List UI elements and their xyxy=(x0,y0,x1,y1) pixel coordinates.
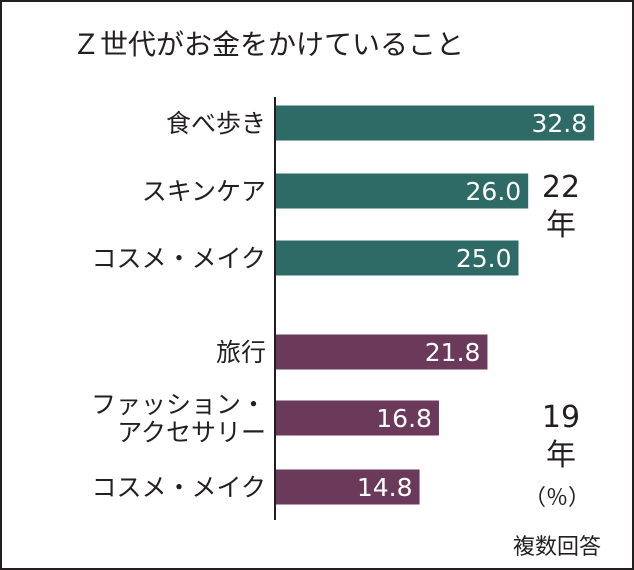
bar-value-label: 32.8 xyxy=(531,109,587,138)
note-label: 複数回答 xyxy=(513,535,601,560)
unit-label: （％） xyxy=(524,486,590,511)
bar xyxy=(276,173,529,209)
group-label: 22 xyxy=(542,170,580,205)
bar xyxy=(276,105,595,141)
category-label: 旅行 xyxy=(216,338,266,367)
bar-value-label: 16.8 xyxy=(376,404,432,433)
bar-value-label: 14.8 xyxy=(357,473,413,502)
category-label: スキンケア xyxy=(142,177,266,206)
bar-value-label: 25.0 xyxy=(456,244,512,273)
category-label: 食べ歩き xyxy=(166,109,266,138)
bar xyxy=(276,334,488,370)
category-label: ファッション・ xyxy=(91,390,266,419)
group-label: 年 xyxy=(546,438,576,473)
bar-value-label: 26.0 xyxy=(466,177,522,206)
bar xyxy=(276,240,519,276)
category-label: コスメ・メイク xyxy=(91,244,266,273)
group-label: 19 xyxy=(542,400,580,435)
bar xyxy=(276,469,420,505)
bar xyxy=(276,400,439,436)
chart-title: Ｚ世代がお金をかけていること xyxy=(72,28,464,61)
category-label: コスメ・メイク xyxy=(91,473,266,502)
group-label: 年 xyxy=(546,208,576,243)
category-label: アクセサリー xyxy=(117,418,266,447)
bar-value-label: 21.8 xyxy=(425,338,481,367)
